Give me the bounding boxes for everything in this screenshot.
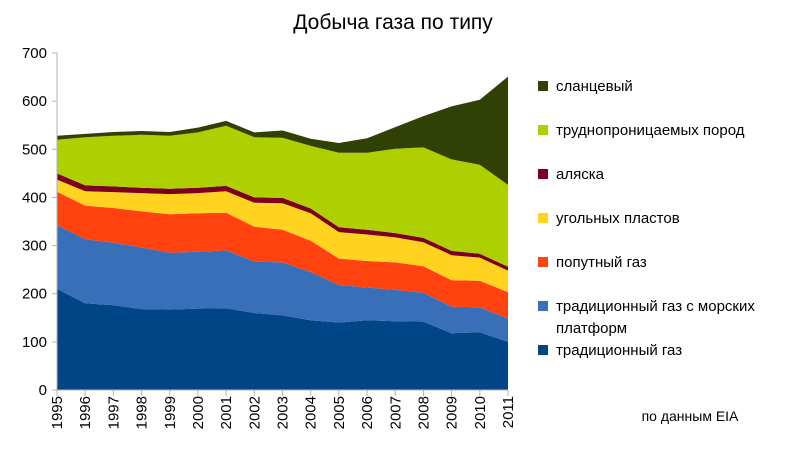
legend-label: сланцевый	[556, 78, 633, 95]
legend-swatch	[538, 301, 548, 311]
area-series-4	[57, 179, 508, 293]
x-tick-label: 1997	[105, 396, 122, 429]
y-tick-label: 500	[22, 141, 47, 158]
x-tick-label: 2002	[246, 396, 263, 429]
x-tick-label: 2009	[444, 396, 461, 429]
chart-title: Добыча газа по типу	[293, 11, 493, 34]
legend-label: платформ	[556, 320, 627, 337]
y-tick-label: 700	[22, 45, 47, 62]
x-tick-label: 1996	[77, 396, 94, 429]
legend-swatch	[538, 213, 548, 223]
x-tick-label: 1995	[49, 396, 66, 429]
legend-swatch	[538, 81, 548, 91]
x-tick-label: 2008	[415, 396, 432, 429]
legend-swatch	[538, 125, 548, 135]
x-tick-label: 1998	[134, 396, 151, 429]
area-series-1	[57, 288, 508, 390]
legend-label: аляска	[556, 166, 605, 183]
x-tick-label: 2001	[218, 396, 235, 429]
x-tick-label: 2007	[387, 396, 404, 429]
y-tick-label: 100	[22, 334, 47, 351]
axes: 0 100 200 300 400 500 600 700 1995 1996 1997 1998 19…	[22, 45, 517, 429]
x-tick-label: 2003	[275, 396, 292, 429]
legend-label: традиционный газ с морских	[556, 298, 755, 315]
x-tick-label: 2000	[190, 396, 207, 429]
y-tick-label: 600	[22, 93, 47, 110]
legend-swatch	[538, 257, 548, 267]
x-tick-label: 2004	[303, 396, 320, 429]
x-tick-label: 1999	[162, 396, 179, 429]
area-series-2	[57, 225, 508, 342]
x-tick-label: 2011	[500, 396, 517, 428]
legend-swatch	[538, 169, 548, 179]
area-series-group	[57, 76, 508, 390]
legend-label: традиционный газ	[556, 342, 682, 359]
legend-label: попутный газ	[556, 254, 647, 271]
area-series-6	[57, 125, 508, 267]
x-tick-label: 2006	[359, 396, 376, 429]
y-tick-label: 0	[39, 382, 47, 399]
legend-label: угольных пластов	[556, 210, 680, 227]
legend: сланцевый труднопроницаемых пород аляска уг…	[538, 78, 755, 359]
x-tick-label: 2005	[331, 396, 348, 429]
area-series-7	[57, 76, 508, 185]
x-tick-label: 2010	[472, 396, 489, 429]
area-series-3	[57, 191, 508, 319]
y-tick-label: 400	[22, 189, 47, 206]
legend-label: труднопроницаемых пород	[556, 122, 745, 139]
y-tick-label: 200	[22, 286, 47, 303]
legend-swatch	[538, 345, 548, 355]
y-tick-label: 300	[22, 238, 47, 255]
source-note: по данным EIA	[642, 408, 739, 424]
